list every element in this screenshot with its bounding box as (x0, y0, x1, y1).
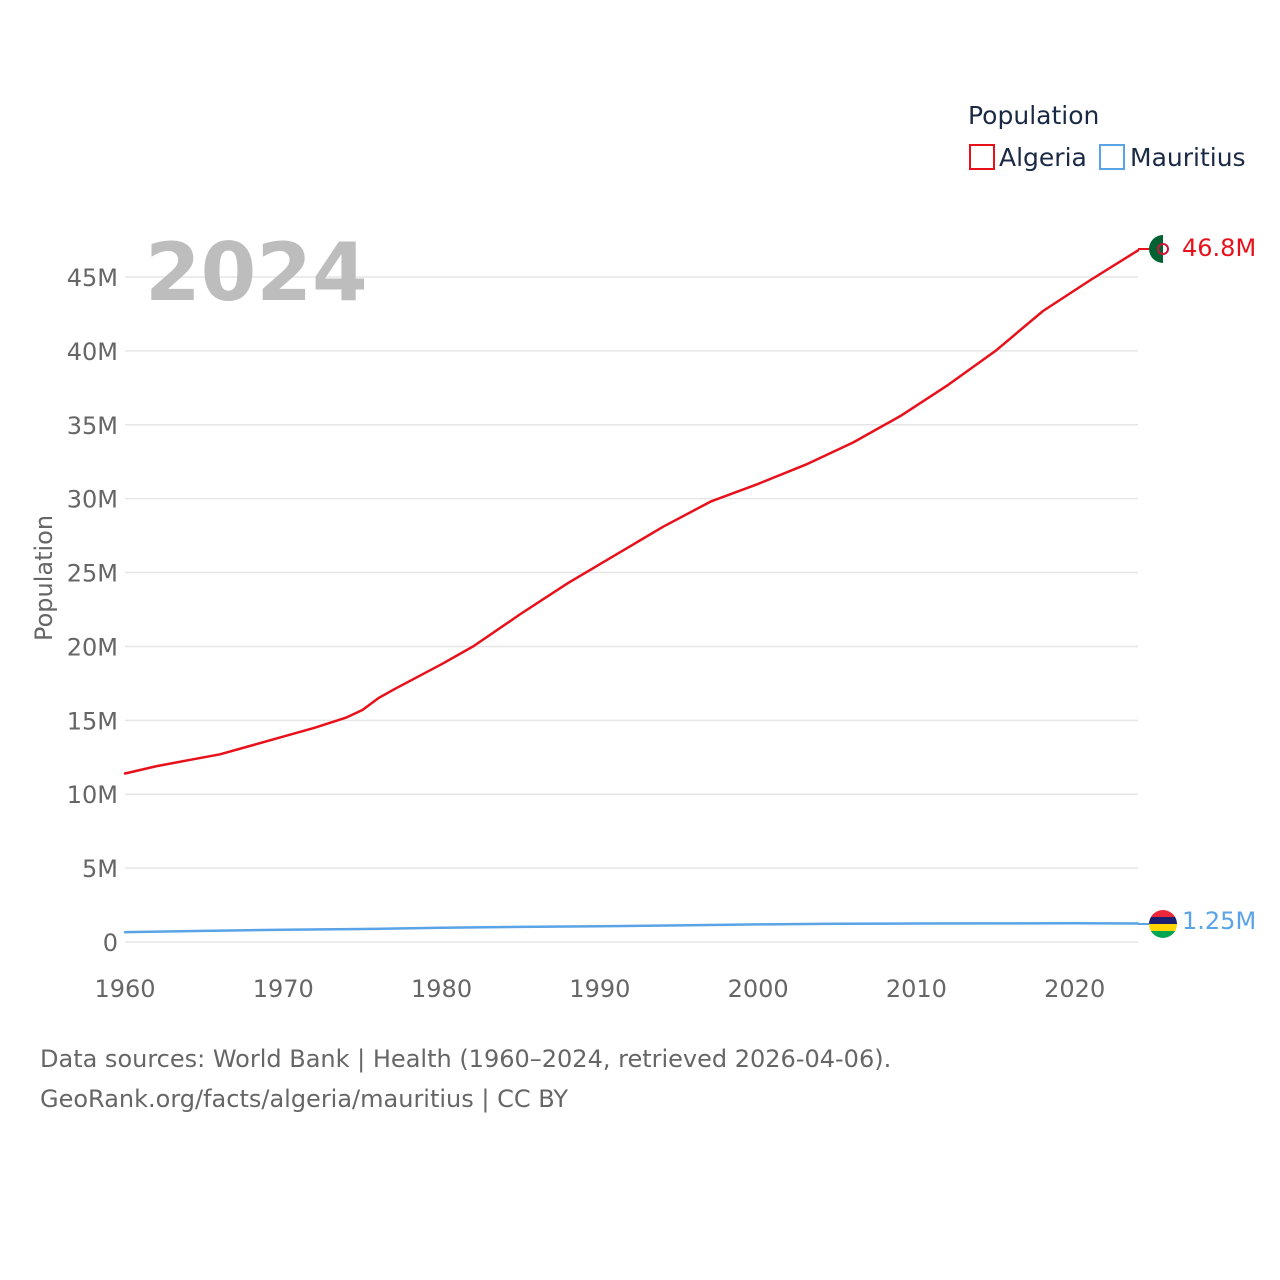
legend-swatch-mauritius[interactable] (1099, 144, 1125, 170)
legend-label-mauritius[interactable]: Mauritius (1130, 143, 1246, 172)
legend-title: Population (968, 101, 1099, 130)
x-tick-label: 1970 (253, 975, 314, 1003)
mauritius-end-marker: 1.25M (1138, 907, 1256, 938)
y-tick-label: 15M (67, 707, 118, 735)
y-tick-label: 35M (67, 412, 118, 440)
y-tick-label: 0 (103, 929, 118, 957)
y-tick-label: 25M (67, 560, 118, 588)
y-tick-label: 10M (67, 781, 118, 809)
y-tick-label: 45M (67, 264, 118, 292)
y-axis-ticks: 0 5M 10M 15M 20M 25M 30M 35M 40M 45M (67, 264, 118, 957)
x-tick-label: 2010 (886, 975, 947, 1003)
legend-label-algeria[interactable]: Algeria (999, 143, 1087, 172)
attribution-link[interactable]: GeoRank.org/facts/algeria/mauritius | CC… (40, 1085, 569, 1113)
year-label: 2024 (145, 226, 368, 319)
series-lines (123, 249, 1140, 934)
series-line-algeria[interactable] (123, 249, 1140, 775)
x-tick-label: 1990 (569, 975, 630, 1003)
algeria-end-marker: 46.8M (1138, 234, 1256, 263)
legend-swatch-algeria[interactable] (969, 144, 995, 170)
y-tick-label: 30M (67, 486, 118, 514)
mauritius-flag-icon (1149, 910, 1177, 938)
x-axis-ticks: 1960 1970 1980 1990 2000 2010 2020 (94, 975, 1105, 1003)
y-tick-label: 20M (67, 633, 118, 661)
gridlines (125, 276, 1138, 943)
y-tick-label: 40M (67, 338, 118, 366)
data-source-note: Data sources: World Bank | Health (1960–… (40, 1045, 892, 1073)
x-tick-label: 2000 (728, 975, 789, 1003)
x-tick-label: 1960 (94, 975, 155, 1003)
x-tick-label: 1980 (411, 975, 472, 1003)
legend: Population Algeria Mauritius (968, 101, 1246, 172)
mauritius-end-value-label: 1.25M (1182, 907, 1256, 935)
x-tick-label: 2020 (1044, 975, 1105, 1003)
algeria-flag-icon (1149, 235, 1177, 263)
y-axis-label: Population (30, 515, 58, 641)
algeria-end-value-label: 46.8M (1182, 234, 1256, 262)
y-tick-label: 5M (82, 855, 118, 883)
series-line-mauritius[interactable] (123, 921, 1140, 934)
